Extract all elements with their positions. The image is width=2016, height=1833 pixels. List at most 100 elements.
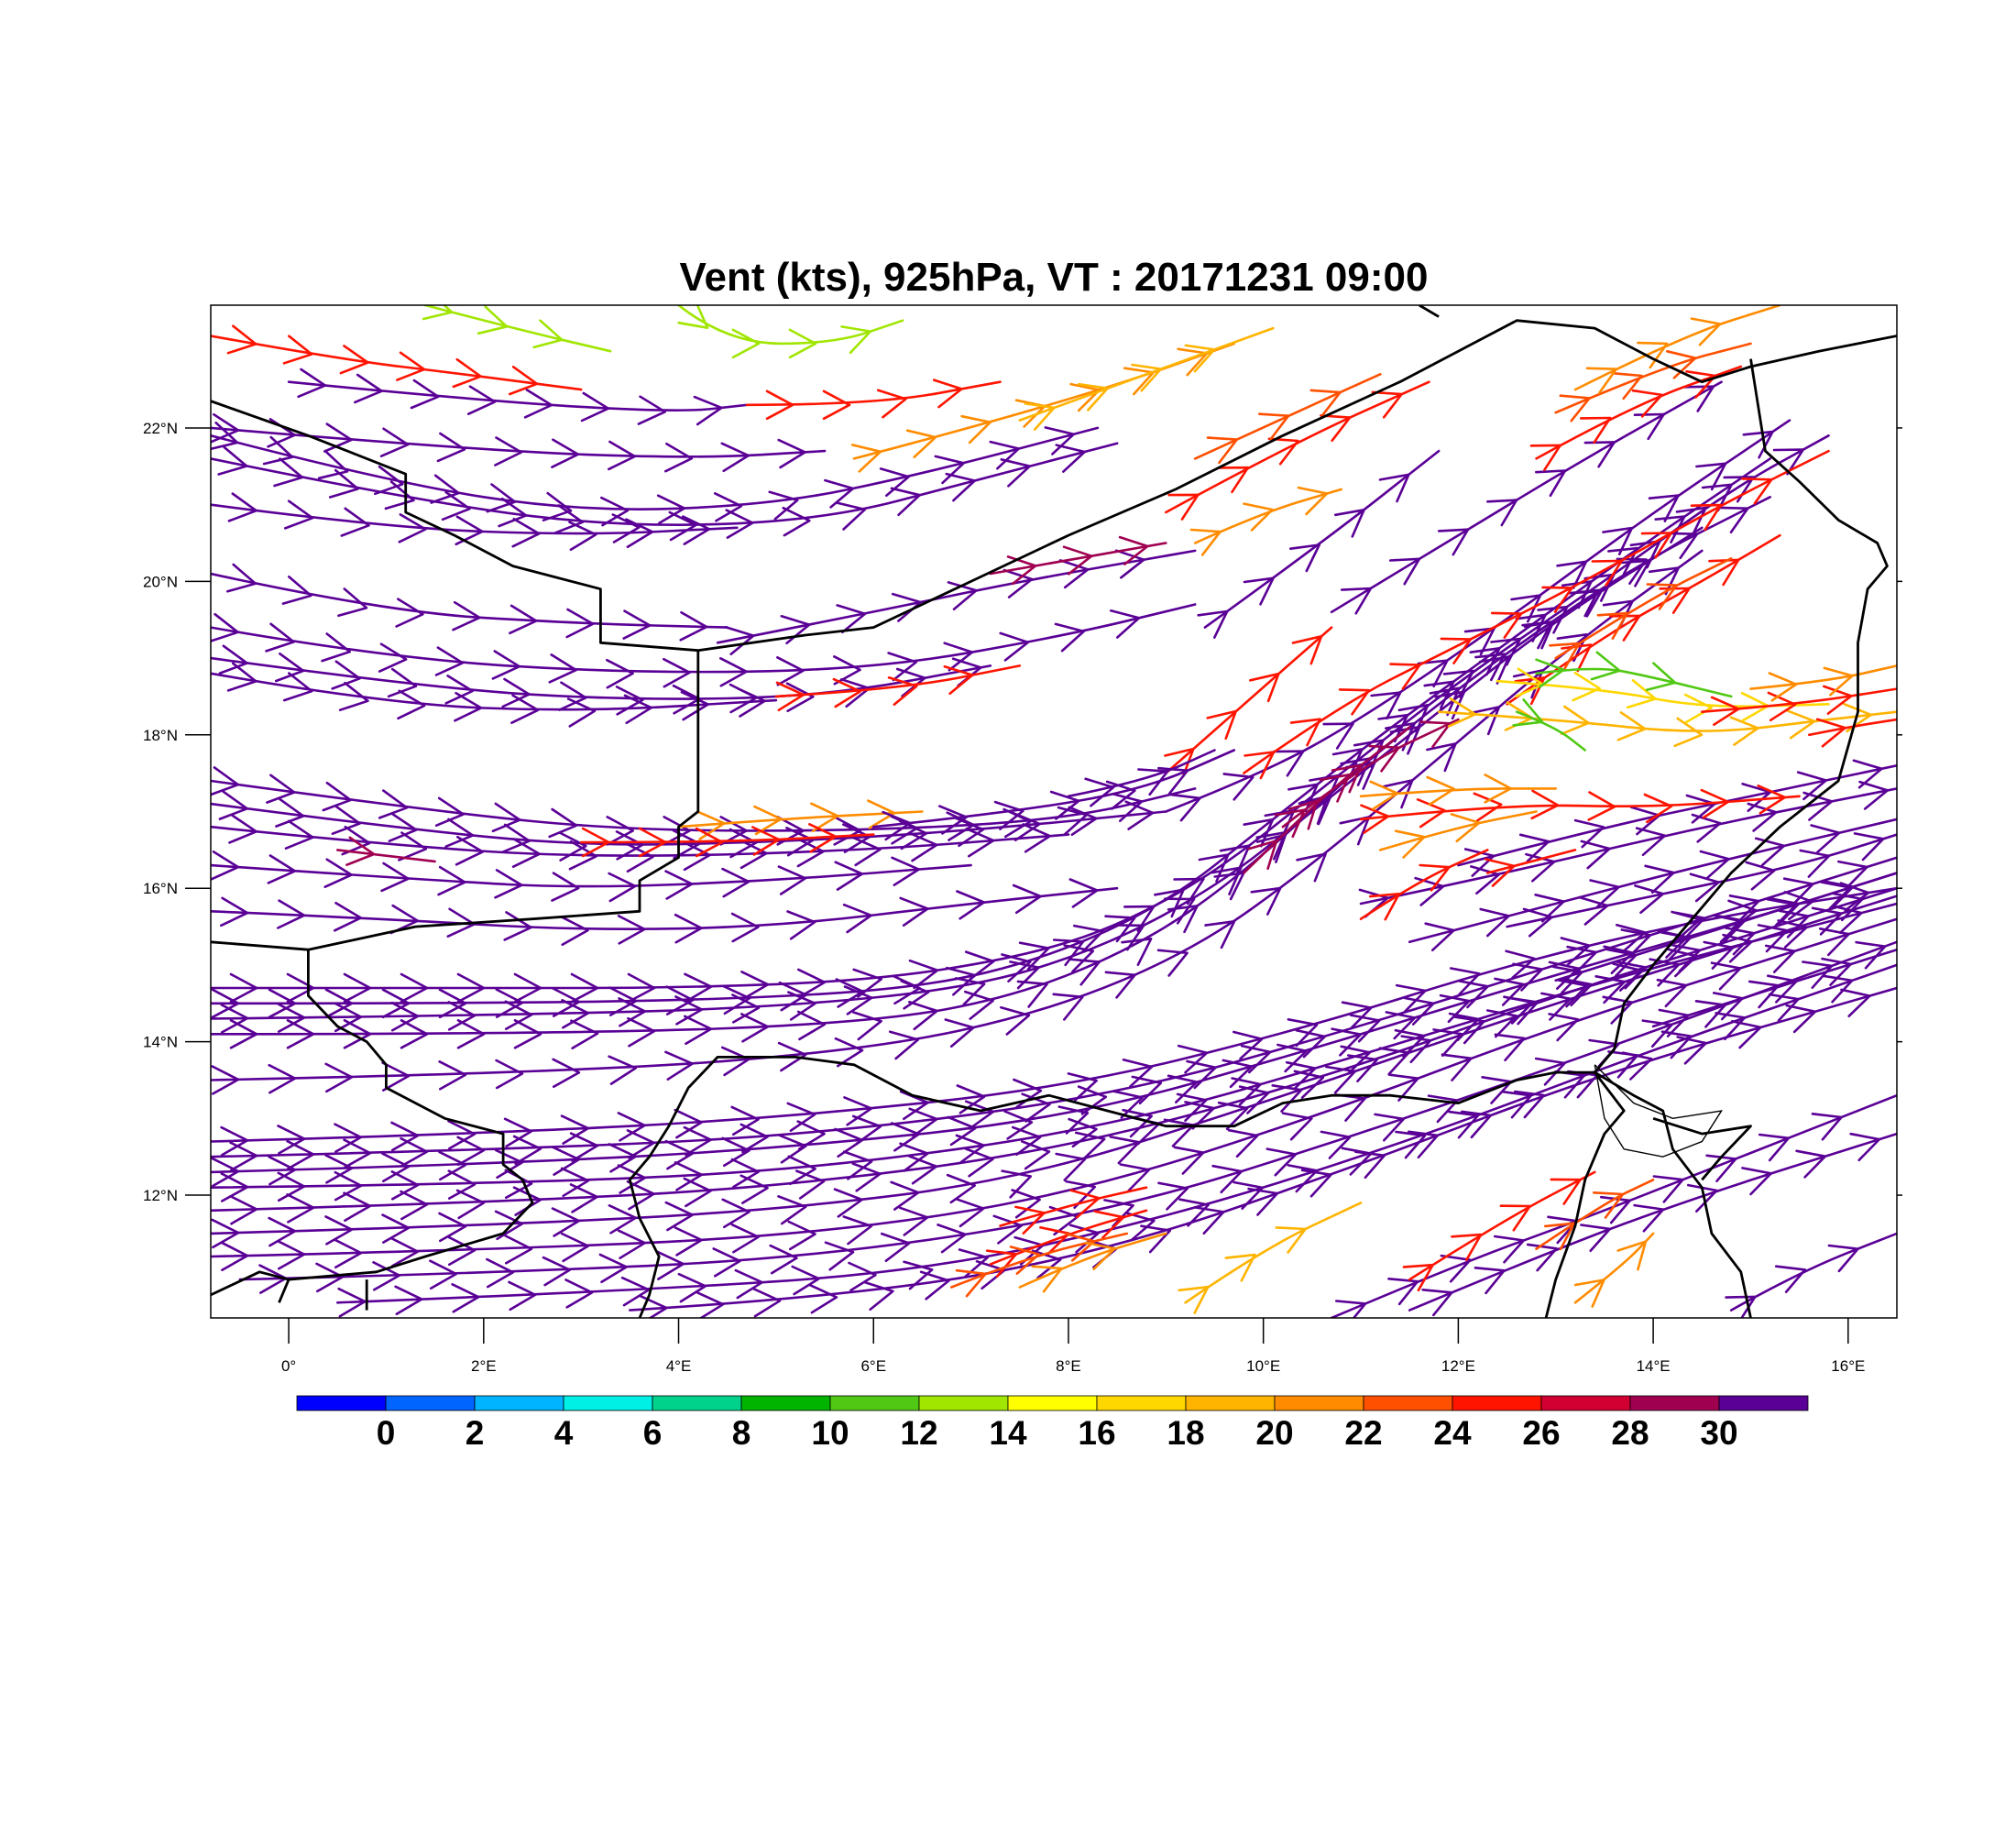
wind-arrowhead (844, 1217, 871, 1245)
streamline (1537, 653, 1732, 697)
lon-tick-label: 2°E (471, 1357, 497, 1375)
wind-arrowhead (1022, 1141, 1049, 1169)
streamline (211, 494, 737, 550)
wind-arrowhead (1633, 390, 1661, 416)
plot-area (209, 292, 1897, 1326)
wind-arrowhead (609, 1057, 636, 1084)
colorbar-swatch (919, 1396, 1008, 1410)
colorbar-label: 26 (1522, 1414, 1560, 1452)
wind-arrowhead (1057, 1154, 1085, 1180)
wind-arrowhead (753, 1289, 780, 1316)
country-border (1594, 1072, 1750, 1318)
lon-tick-label: 10°E (1246, 1357, 1280, 1375)
colorbar-swatch (1630, 1396, 1719, 1410)
lat-tick-label: 16°N (143, 880, 178, 897)
wind-arrowhead (1298, 854, 1326, 882)
lat-tick-label: 20°N (143, 573, 178, 590)
wind-arrowhead (1372, 693, 1401, 719)
colorbar-swatch (564, 1396, 652, 1410)
streamline (1179, 1202, 1361, 1312)
wind-arrowhead (889, 653, 916, 681)
wind-arrowhead (783, 508, 810, 535)
lon-tick-label: 8°E (1056, 1357, 1081, 1375)
colorbar-swatch (1008, 1396, 1097, 1410)
streamline (1195, 374, 1380, 463)
country-border (1546, 1072, 1624, 1318)
wind-arrowhead (890, 1032, 918, 1059)
streamline (211, 528, 1702, 1033)
wind-speed-colorbar: 0 2 4 6 8 10 12 14 16 18 20 22 24 26 28 30 (297, 1396, 1808, 1452)
colorbar-label: 18 (1167, 1414, 1204, 1452)
streamline (211, 880, 1117, 945)
colorbar-swatch (1275, 1396, 1364, 1410)
wind-arrowhead (789, 1157, 816, 1184)
colorbar-label: 4 (554, 1414, 574, 1452)
colorbar-label: 12 (900, 1414, 937, 1452)
wind-arrowhead (607, 660, 632, 687)
wind-arrowhead (810, 1285, 837, 1312)
colorbar-swatch (1097, 1396, 1186, 1410)
wind-arrowhead (824, 391, 849, 419)
colorbar-label: 8 (732, 1414, 751, 1452)
colorbar-swatch (1541, 1396, 1630, 1410)
colorbar-swatch (741, 1396, 830, 1410)
wind-arrowhead (627, 844, 652, 872)
wind-arrowhead (826, 1243, 853, 1270)
streamline (289, 369, 747, 424)
streamline (211, 904, 1897, 1202)
wind-arrowhead (457, 1191, 484, 1218)
wind-arrowhead (770, 492, 798, 519)
wind-arrowhead (1086, 1243, 1114, 1269)
wind-arrowhead (1692, 319, 1720, 346)
colorbar-label: 14 (989, 1414, 1027, 1452)
wind-arrowhead (571, 1021, 597, 1048)
wind-arrowhead (788, 912, 816, 939)
wind-arrowhead (1528, 1245, 1557, 1270)
wind-arrowhead (1592, 653, 1619, 679)
wind-arrowhead (1290, 545, 1319, 572)
wind-arrowhead (497, 1060, 522, 1088)
streamline (1514, 699, 1585, 750)
colorbar-swatch (475, 1396, 564, 1410)
wind-arrowhead (608, 817, 633, 844)
streamline (1165, 628, 1331, 776)
streamline (211, 458, 1770, 1016)
wind-arrowhead (1206, 921, 1235, 948)
wind-arrowhead (1685, 695, 1712, 722)
wind-arrowhead (796, 1171, 824, 1199)
wind-arrowhead (789, 1222, 816, 1249)
wind-arrowhead (397, 599, 423, 627)
streamline (1199, 451, 1439, 637)
wind-arrowhead (853, 838, 880, 865)
wind-arrowhead (399, 691, 425, 719)
colorbar-label: 22 (1344, 1414, 1382, 1452)
lat-tick-label: 22°N (143, 420, 178, 437)
streamline (1361, 774, 1556, 808)
colorbar-swatch (830, 1396, 919, 1410)
colorbar-label: 10 (811, 1414, 849, 1452)
colorbar-label: 30 (1700, 1414, 1737, 1452)
wind-arrowhead (1013, 1191, 1040, 1218)
wind-arrowhead (837, 503, 865, 530)
streamline (1575, 305, 1780, 393)
streamline (1166, 382, 1429, 520)
streamline (211, 888, 1897, 1224)
wind-arrowhead (853, 1013, 881, 1040)
lon-tick-label: 16°E (1831, 1357, 1865, 1375)
wind-arrowhead (834, 656, 860, 684)
country-border (211, 321, 1897, 651)
wind-arrowhead (1159, 1183, 1188, 1210)
wind-arrowhead (506, 1235, 531, 1263)
wind-arrowhead (882, 1234, 909, 1261)
country-border (1419, 305, 1439, 317)
streamline (776, 665, 1020, 709)
wind-arrowhead (948, 1175, 975, 1202)
wind-arrowhead (1123, 1059, 1152, 1086)
lon-tick-label: 0° (281, 1357, 296, 1375)
streamline (211, 435, 1829, 1002)
lon-tick-label: 12°E (1441, 1357, 1475, 1375)
colorbar-label: 16 (1078, 1414, 1115, 1452)
streamlines-layer (209, 292, 1897, 1326)
wind-arrowhead (1550, 1014, 1578, 1040)
